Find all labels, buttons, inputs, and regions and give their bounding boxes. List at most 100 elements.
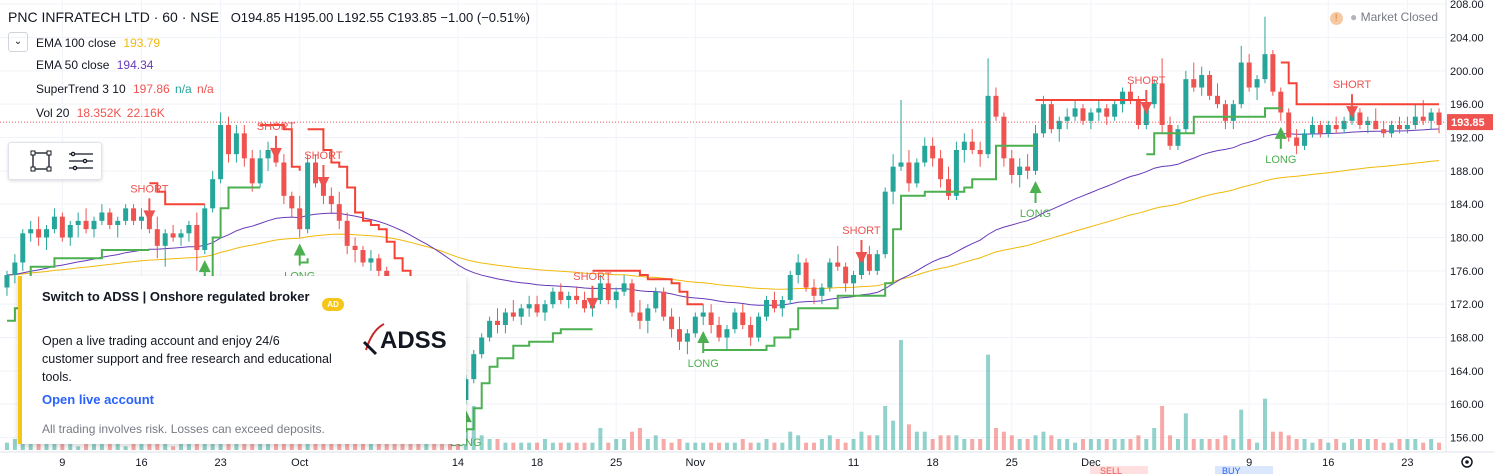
volume-bar [1128, 439, 1133, 450]
volume-bar [1183, 413, 1188, 450]
candle-body [1001, 116, 1007, 159]
indicator-value: 197.86 [132, 82, 170, 96]
volume-bar [1350, 439, 1355, 450]
candle [1381, 120, 1387, 138]
candle [194, 212, 200, 271]
buy-button[interactable] [1215, 466, 1273, 474]
candle-body [352, 245, 358, 250]
indicator-ema50[interactable]: EMA 50 close 194.34 [36, 58, 153, 72]
candle-body [51, 216, 57, 230]
candle [764, 295, 770, 321]
candle-body [748, 325, 754, 338]
indicator-supertrend[interactable]: SuperTrend 3 10 197.86 n/a n/a [36, 82, 214, 96]
time-tick-label: Oct [291, 457, 308, 469]
chart-header: PNC INFRATECH LTD · 60 · NSE O194.85 H19… [8, 9, 530, 25]
candle [1294, 129, 1300, 155]
long-arrow-icon [293, 243, 306, 256]
candle-body [320, 183, 326, 196]
candle [360, 245, 366, 267]
volume-bar [622, 439, 627, 450]
candle-body [534, 304, 540, 313]
candle-body [1183, 79, 1189, 130]
volume-bar [780, 442, 785, 450]
volume-bar [36, 439, 41, 450]
candle-body [613, 291, 619, 300]
candle-body [265, 150, 271, 159]
price-change: −1.00 (−0.51%) [440, 10, 530, 25]
volume-bar [1278, 431, 1283, 450]
candle-body [945, 179, 951, 196]
candle [669, 308, 675, 338]
short-label: SHORT [257, 121, 296, 133]
signal-short: SHORT [304, 150, 343, 189]
candle-body [344, 220, 350, 246]
candle-body [1072, 108, 1078, 117]
supertrend-down [260, 124, 301, 171]
volume-bar [1088, 439, 1093, 450]
candle-body [91, 220, 97, 230]
candle [1025, 154, 1031, 180]
candle [930, 137, 936, 167]
candle [953, 141, 959, 200]
sell-button[interactable] [1090, 466, 1148, 474]
volume-bar [954, 435, 959, 450]
volume-bar [353, 439, 358, 450]
candle [795, 254, 801, 284]
supertrend-down [592, 269, 704, 306]
candlesticks [4, 16, 1442, 409]
short-label: SHORT [130, 183, 169, 195]
volume-bar [1057, 439, 1062, 450]
candle [961, 133, 967, 163]
candle-body [1159, 83, 1165, 125]
candle-body [621, 283, 627, 292]
settings-gear-icon[interactable] [1461, 456, 1473, 468]
svg-text:ADSS: ADSS [380, 327, 447, 354]
candle-body [1254, 79, 1260, 88]
candle [210, 170, 216, 213]
chevron-down-icon: ⌄ [13, 36, 23, 47]
volume-bar [131, 442, 136, 450]
candle [1112, 100, 1118, 121]
long-arrow-icon [1274, 126, 1287, 139]
candle [1389, 120, 1395, 138]
volume-bar [1223, 435, 1228, 450]
drawing-toolbox[interactable] [8, 142, 102, 180]
candle-body [186, 225, 192, 234]
volume-bar [1286, 435, 1291, 450]
indicator-volume[interactable]: Vol 20 18.352K 22.16K [36, 106, 165, 120]
candle-body [107, 212, 113, 225]
collapse-indicators-button[interactable]: ⌄ [8, 32, 28, 52]
volume-bar [1270, 431, 1275, 450]
indicator-ema100[interactable]: EMA 100 close 193.79 [36, 36, 160, 50]
candle-body [542, 304, 548, 313]
candle [1246, 54, 1252, 92]
candle-body [1120, 91, 1126, 105]
market-status[interactable]: ! ● Market Closed [1329, 10, 1438, 25]
open-live-account-link[interactable]: Open live account [42, 392, 154, 407]
signal-short: SHORT [842, 225, 881, 264]
candle [1365, 116, 1371, 134]
rectangle-tool-icon[interactable] [30, 150, 52, 172]
candle-body [716, 325, 722, 338]
candle-body [558, 291, 564, 300]
volume-bar [653, 435, 658, 450]
ad-banner[interactable]: Switch to ADSS | Onshore regulated broke… [18, 276, 466, 444]
price-tick-label: 164.00 [1450, 366, 1484, 378]
candle-body [898, 162, 904, 167]
volume-bar [155, 439, 160, 450]
candle-body [1246, 62, 1252, 88]
volume-bar [52, 442, 57, 450]
settings-list-icon[interactable] [69, 151, 93, 171]
candle [1428, 108, 1434, 130]
candle [684, 329, 690, 355]
volume-bar [107, 442, 112, 450]
candle [945, 166, 951, 200]
candle-body [1048, 104, 1054, 130]
candle-body [305, 162, 311, 230]
candle [138, 208, 144, 230]
candle [613, 287, 619, 309]
candle [99, 204, 105, 225]
candle-body [281, 162, 287, 196]
volume-bar [685, 442, 690, 450]
